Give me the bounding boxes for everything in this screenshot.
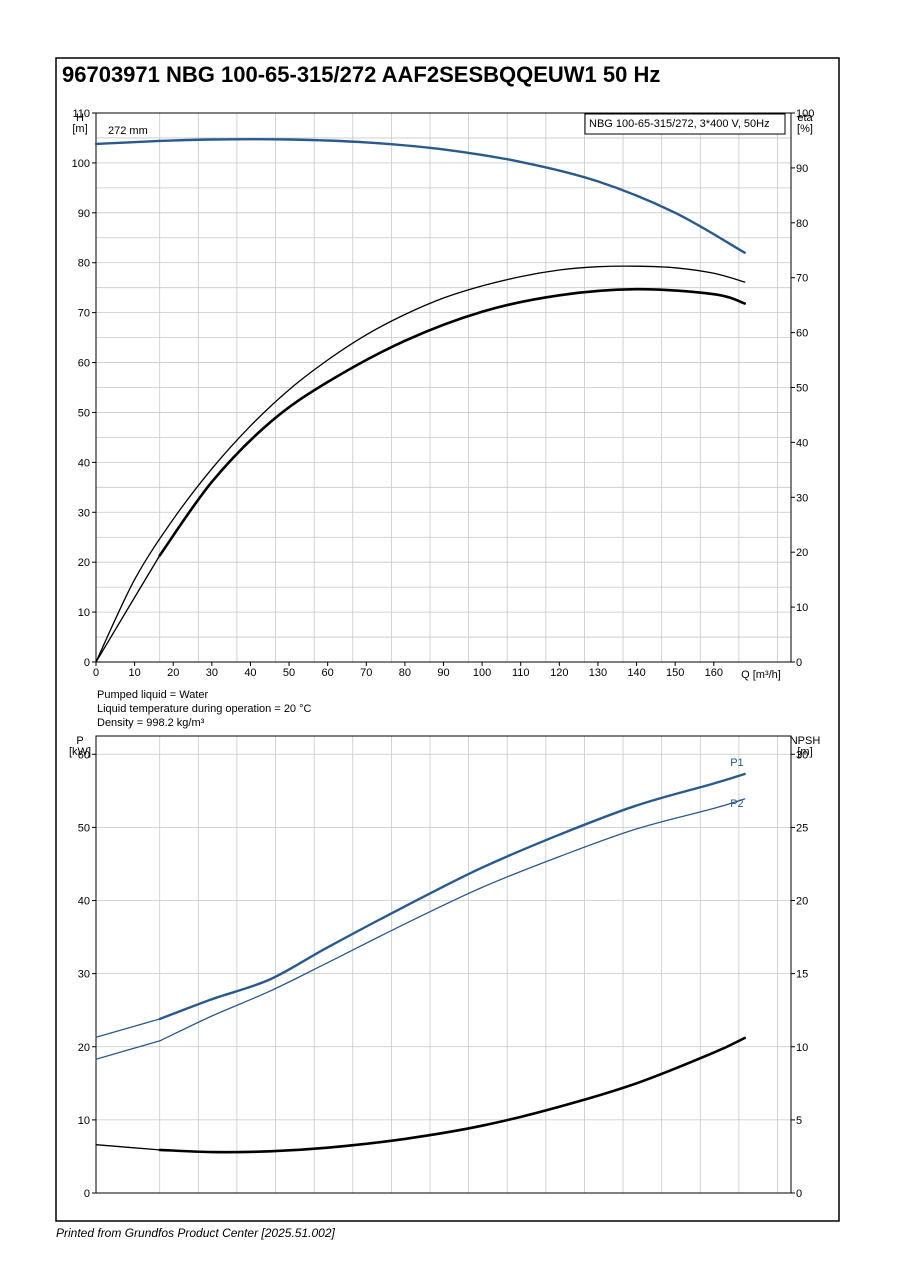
y-left-tick-label: 40 [78, 457, 90, 469]
legend-text: NBG 100-65-315/272, 3*400 V, 50Hz [589, 118, 770, 130]
footer-note: Printed from Grundfos Product Center [20… [56, 1226, 335, 1240]
series-curve [158, 772, 746, 1021]
series-curve [159, 798, 746, 1042]
y-left-tick-label: 70 [78, 308, 90, 320]
y-right-tick-label: 0 [796, 1188, 802, 1200]
y-left-tick-label: 40 [78, 896, 90, 908]
series-curve [158, 287, 746, 557]
liquid-info-line: Density = 998.2 kg/m³ [97, 717, 205, 729]
x-tick-label: 140 [627, 667, 645, 679]
y-right-axis-label: eta [797, 112, 813, 124]
x-tick-label: 120 [550, 667, 568, 679]
y-left-tick-label: 80 [78, 258, 90, 270]
sheet-frame [55, 57, 840, 1222]
y-right-axis-label: NPSH [790, 735, 821, 747]
series-curve [95, 1144, 161, 1151]
plot-area [95, 735, 792, 1194]
x-tick-label: 50 [283, 667, 295, 679]
y-left-tick-label: 50 [78, 822, 90, 834]
liquid-info: Pumped liquid = Water Liquid temperature… [97, 689, 312, 729]
y-right-tick-label: 20 [796, 547, 808, 559]
x-tick-label: 40 [244, 667, 256, 679]
y-left-tick-label: 50 [78, 407, 90, 419]
series-curve [158, 1036, 746, 1154]
y-left-tick-label: 100 [72, 158, 90, 170]
page-title: 96703971 NBG 100-65-315/272 AAF2SESBQQEU… [62, 62, 660, 87]
series-curve [95, 1018, 161, 1038]
y-left-axis-label: P [76, 735, 83, 747]
y-right-tick-label: 60 [796, 328, 808, 340]
y-left-tick-label: 110 [72, 108, 90, 120]
y-left-tick-label: 30 [78, 969, 90, 981]
series-curve [94, 139, 161, 146]
x-tick-label: 100 [473, 667, 491, 679]
y-right-tick-label: 90 [796, 163, 808, 175]
y-right-tick-label: 25 [796, 822, 808, 834]
y-right-tick-label: 10 [796, 602, 808, 614]
y-left-axis-unit: [m] [72, 123, 87, 135]
y-left-tick-label: 10 [78, 1115, 90, 1127]
y-right-tick-label: 15 [796, 969, 808, 981]
y-right-tick-label: 100 [796, 108, 814, 120]
y-right-axis-unit: [m] [797, 746, 812, 758]
y-right-axis-unit: [%] [797, 123, 813, 135]
x-tick-label: 110 [512, 667, 530, 679]
y-left-tick-label: 20 [78, 1042, 90, 1054]
chart-legend: NBG 100-65-315/272, 3*400 V, 50Hz [584, 113, 786, 135]
y-right-tick-label: 0 [796, 657, 802, 669]
y-right-tick-label: 20 [796, 896, 808, 908]
series-label: 272 mm [108, 125, 148, 137]
x-tick-label: 80 [399, 667, 411, 679]
y-left-tick-label: 30 [78, 507, 90, 519]
y-left-axis-unit: [kW] [69, 746, 91, 758]
y-left-tick-label: 10 [78, 607, 90, 619]
series-curve [95, 554, 161, 663]
performance-chart: 0102030405060708090100110010203040506070… [72, 108, 815, 681]
x-tick-label: 150 [666, 667, 684, 679]
series-label: P1 [730, 757, 743, 769]
y-left-tick-label: 90 [78, 208, 90, 220]
series-curve [95, 1040, 161, 1060]
x-tick-label: 20 [167, 667, 179, 679]
y-right-tick-label: 10 [796, 1042, 808, 1054]
y-left-tick-label: 0 [84, 657, 90, 669]
y-right-tick-label: 70 [796, 273, 808, 285]
x-axis-label: Q [m³/h] [741, 669, 781, 681]
y-right-tick-label: 30 [796, 749, 808, 761]
x-tick-label: 0 [93, 667, 99, 679]
x-tick-label: 10 [128, 667, 140, 679]
y-left-tick-label: 0 [84, 1188, 90, 1200]
series-curve [95, 265, 746, 663]
x-tick-label: 130 [589, 667, 607, 679]
y-left-tick-label: 20 [78, 557, 90, 569]
x-tick-label: 30 [206, 667, 218, 679]
y-left-tick-label: 60 [78, 358, 90, 370]
liquid-info-line: Pumped liquid = Water [97, 689, 209, 701]
x-tick-label: 160 [705, 667, 723, 679]
x-tick-label: 90 [437, 667, 449, 679]
y-right-tick-label: 5 [796, 1115, 802, 1127]
series-curve [158, 137, 746, 254]
y-right-tick-label: 40 [796, 437, 808, 449]
y-right-tick-label: 50 [796, 383, 808, 395]
series-label: P2 [730, 798, 743, 810]
legend-box [584, 113, 786, 135]
y-right-tick-label: 80 [796, 218, 808, 230]
liquid-info-line: Liquid temperature during operation = 20… [97, 703, 312, 715]
power-npsh-chart: 0 10 20 30 40 50 60 0 5 10 15 20 25 30 P[kW] NPSH[m] P1 P… [69, 735, 820, 1200]
x-tick-label: 70 [360, 667, 372, 679]
y-right-tick-label: 30 [796, 492, 808, 504]
y-left-tick-label: 60 [78, 749, 90, 761]
x-tick-label: 60 [322, 667, 334, 679]
y-left-axis-label: H [76, 112, 84, 124]
